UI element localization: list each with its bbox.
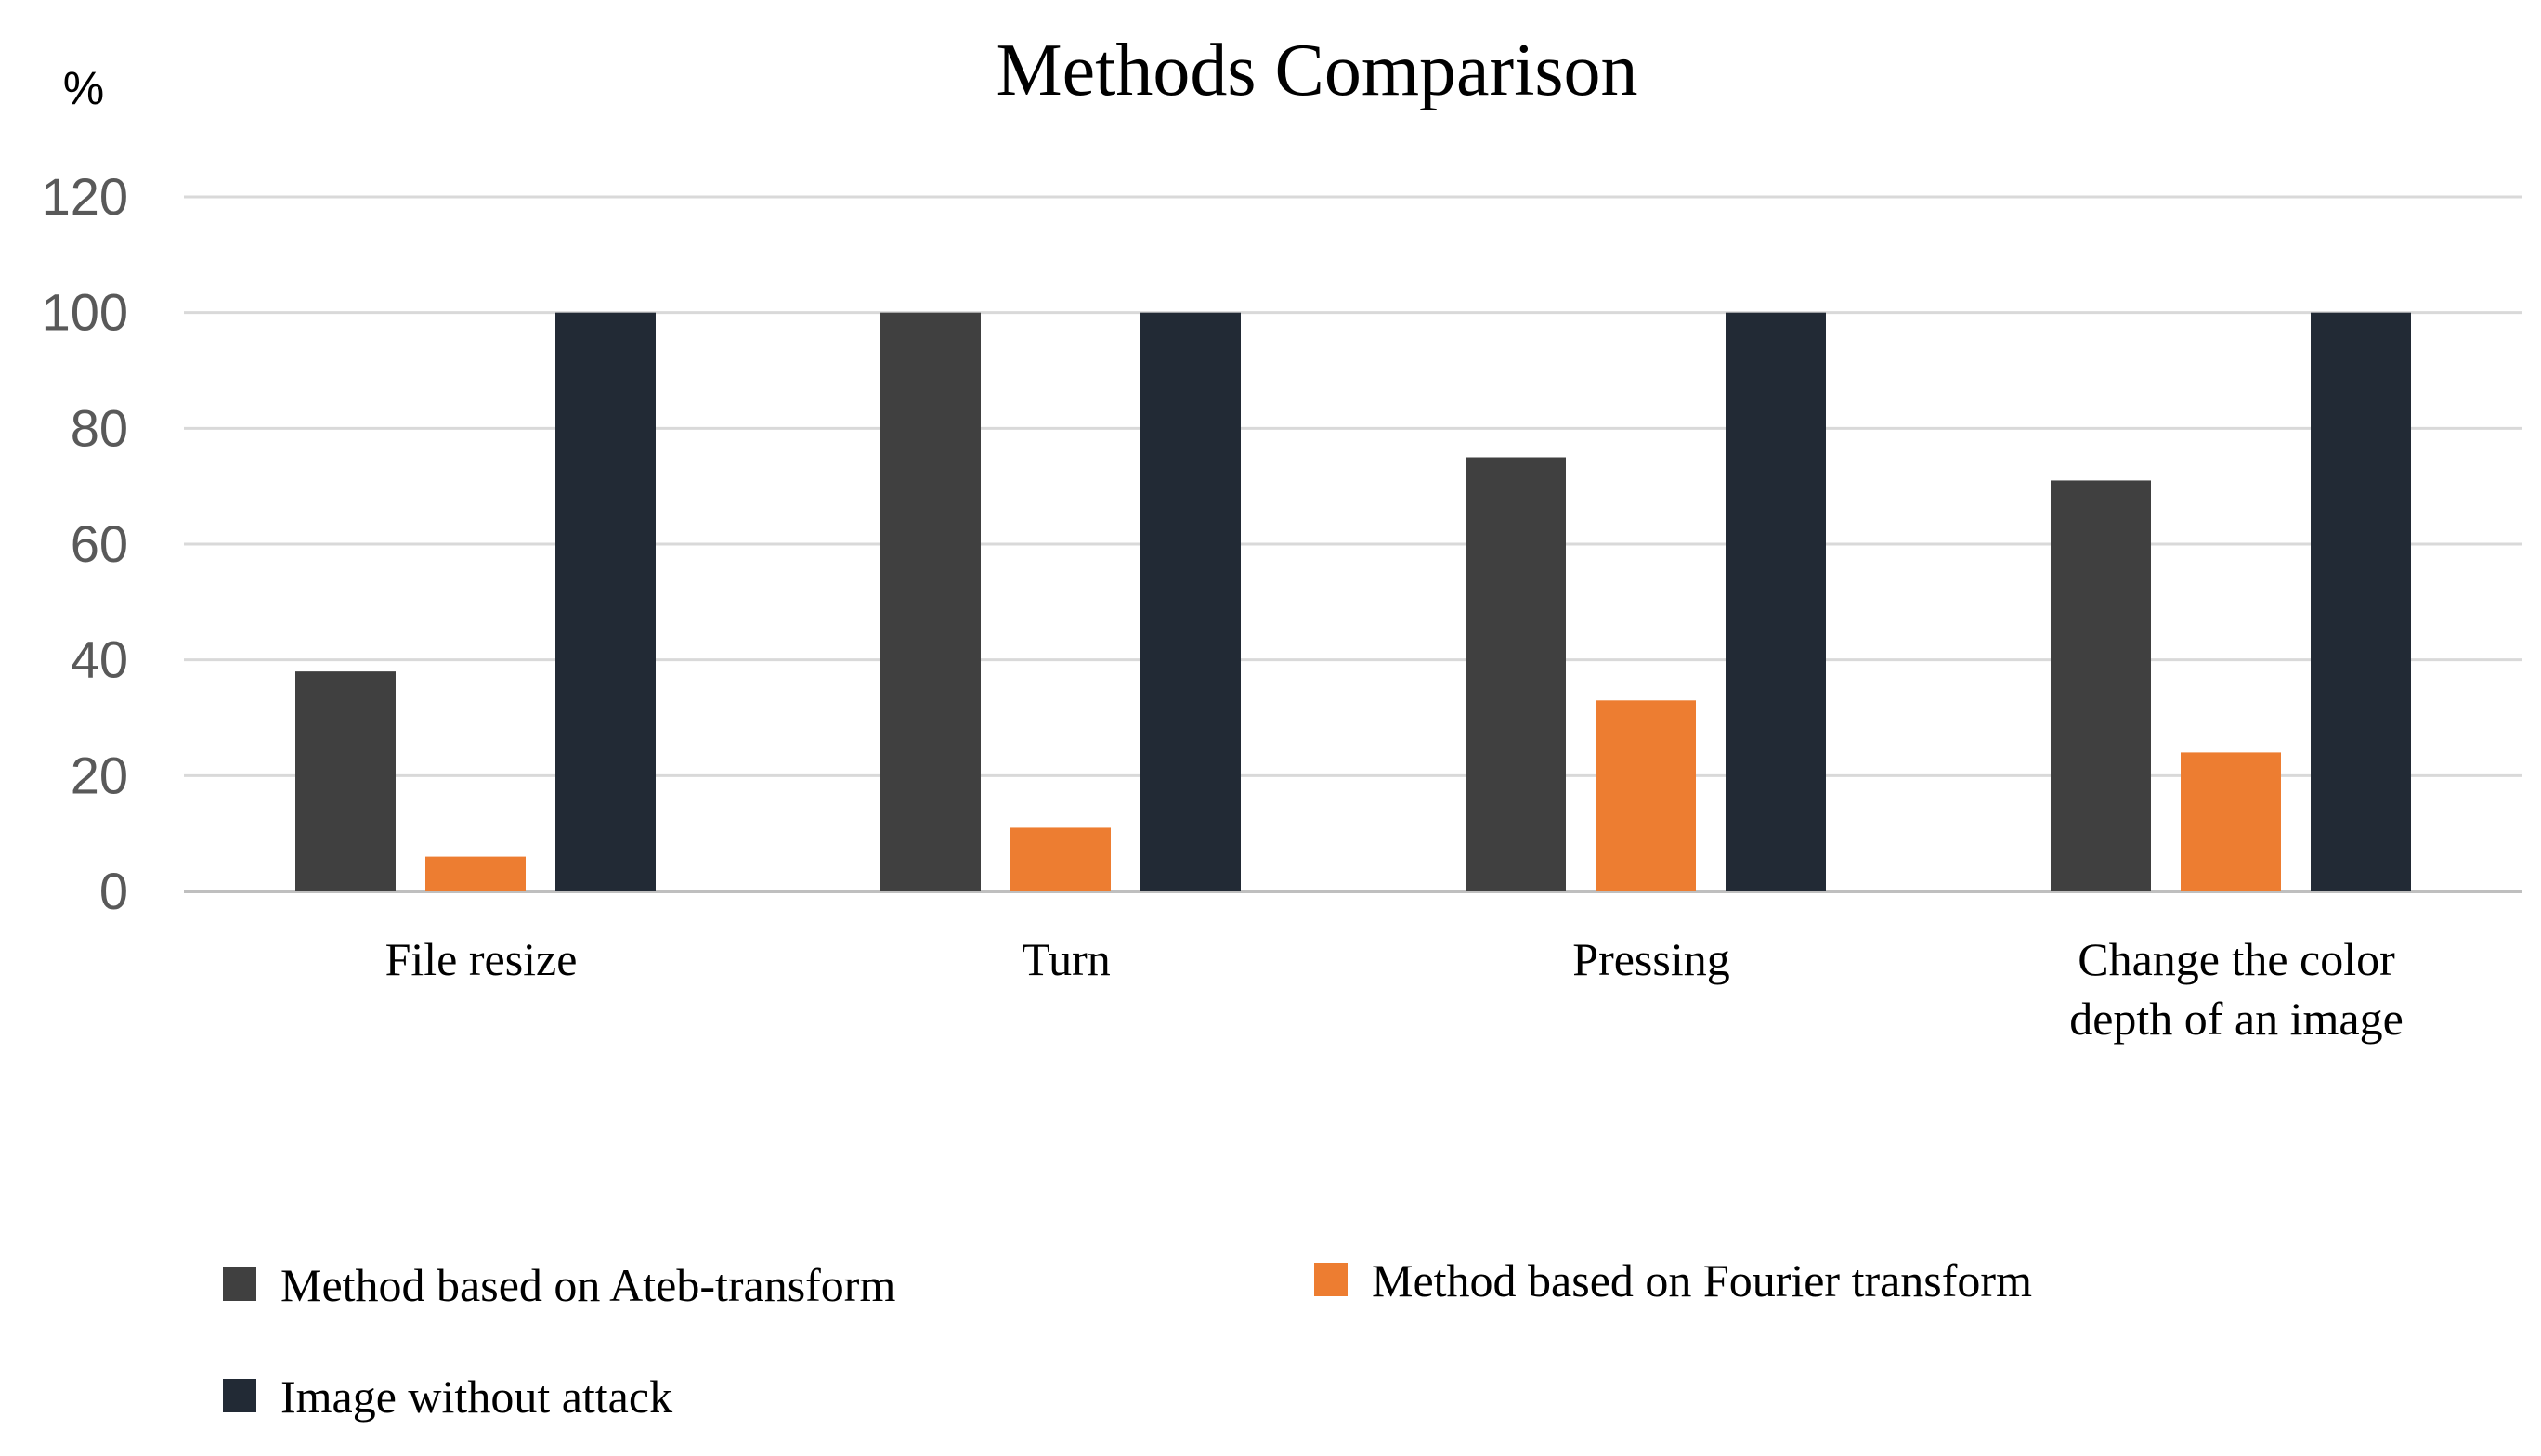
bar bbox=[2051, 480, 2151, 891]
legend-label: Image without attack bbox=[280, 1371, 672, 1423]
gridlines bbox=[184, 195, 2522, 893]
bar bbox=[1466, 457, 1566, 891]
bar bbox=[1596, 700, 1696, 891]
x-axis-ticks: File resize Turn Pressing Change the color d… bbox=[385, 933, 2404, 1045]
y-axis-label: % bbox=[63, 62, 104, 114]
legend: Method based on Ateb-transform Method bas… bbox=[223, 1254, 2032, 1423]
chart-title: Methods Comparison bbox=[996, 30, 1637, 111]
bar bbox=[1140, 312, 1241, 892]
legend-swatch bbox=[223, 1268, 256, 1301]
x-tick-label: Turn bbox=[1022, 933, 1110, 985]
legend-label: Method based on Ateb-transform bbox=[280, 1259, 895, 1311]
bar bbox=[555, 312, 656, 892]
y-tick-label: 20 bbox=[71, 746, 128, 804]
legend-label: Method based on Fourier transform bbox=[1372, 1254, 2032, 1306]
y-tick-label: 40 bbox=[71, 630, 128, 689]
bars bbox=[295, 312, 2411, 892]
y-axis-ticks: 0 20 40 60 80 100 120 bbox=[42, 167, 128, 920]
x-tick-label: Pressing bbox=[1572, 933, 1729, 985]
bar bbox=[2311, 312, 2411, 892]
bar bbox=[2181, 752, 2281, 891]
y-tick-label: 60 bbox=[71, 514, 128, 573]
bar bbox=[295, 671, 396, 891]
bar bbox=[880, 312, 981, 892]
legend-swatch bbox=[223, 1379, 256, 1412]
bar bbox=[425, 856, 526, 891]
x-tick-label: Change the color depth of an image bbox=[2069, 933, 2404, 1045]
bar bbox=[1010, 827, 1111, 891]
y-tick-label: 0 bbox=[99, 862, 128, 920]
y-tick-label: 120 bbox=[42, 167, 128, 226]
y-tick-label: 80 bbox=[71, 398, 128, 457]
legend-swatch bbox=[1314, 1263, 1348, 1296]
bar bbox=[1726, 312, 1826, 892]
y-tick-label: 100 bbox=[42, 283, 128, 342]
x-tick-label: File resize bbox=[385, 933, 578, 985]
